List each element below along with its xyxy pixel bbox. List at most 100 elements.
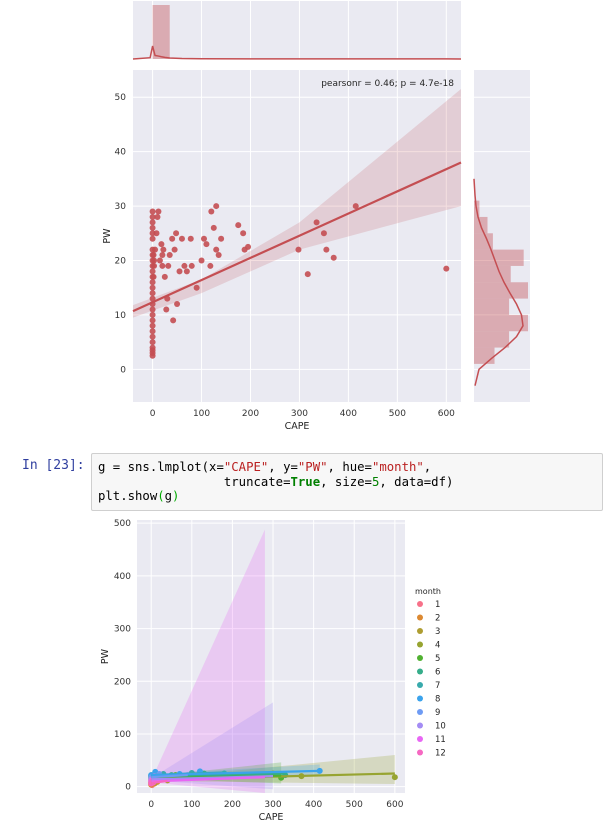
code-token: , data=df) xyxy=(379,474,454,489)
data-point xyxy=(150,273,157,280)
legend-label-month-9: 9 xyxy=(435,708,440,718)
legend-marker-month-11 xyxy=(417,736,423,742)
x-tick-label: 300 xyxy=(264,800,281,810)
data-point xyxy=(152,246,159,253)
lmplot-axes xyxy=(137,520,405,793)
data-point xyxy=(170,317,177,324)
data-point xyxy=(149,339,156,346)
code-cell[interactable]: g = sns.lmplot(x="CAPE", y="PW", hue="mo… xyxy=(91,453,603,511)
x-tick-label: 0 xyxy=(150,409,156,419)
code-editor[interactable]: g = sns.lmplot(x="CAPE", y="PW", hue="mo… xyxy=(98,460,453,504)
code-token: 5 xyxy=(371,474,380,489)
legend-label-month-10: 10 xyxy=(435,722,446,732)
data-point xyxy=(149,333,156,340)
legend-marker-month-4 xyxy=(417,641,423,648)
y-tick-label: 300 xyxy=(114,625,131,635)
data-point xyxy=(313,219,320,226)
y-tick-label: 0 xyxy=(120,365,126,375)
data-point xyxy=(155,208,162,215)
data-point xyxy=(443,265,450,272)
confidence-fan-month-10 xyxy=(151,702,274,790)
data-point xyxy=(181,262,188,269)
legend-marker-month-6 xyxy=(417,668,423,675)
regression-line xyxy=(132,161,462,313)
data-point xyxy=(149,284,156,291)
data-point xyxy=(160,246,167,253)
confidence-fan-month-11 xyxy=(151,529,265,793)
data-point xyxy=(240,230,247,237)
code-token: , hue= xyxy=(327,460,372,474)
right-marginal-hist-bar xyxy=(474,314,528,332)
y-tick-label: 500 xyxy=(114,519,131,529)
data-point xyxy=(235,222,242,229)
data-point xyxy=(159,262,166,269)
data-point xyxy=(149,317,156,324)
legend-label-month-8: 8 xyxy=(435,695,440,705)
regression-line-month-12 xyxy=(151,779,168,785)
code-token: ( xyxy=(157,489,165,503)
data-point xyxy=(149,279,156,286)
x-tick-label: 200 xyxy=(224,800,241,810)
code-token: True xyxy=(290,474,321,489)
data-point xyxy=(156,257,163,264)
x-tick-label: 500 xyxy=(389,409,406,419)
y-tick-label: 20 xyxy=(115,256,127,266)
legend-marker-month-12 xyxy=(417,749,423,756)
legend-marker-month-5 xyxy=(417,655,423,661)
regression-line-month-8 xyxy=(151,769,320,777)
x-tick-label: 300 xyxy=(291,409,308,419)
legend-marker-month-9 xyxy=(417,709,423,715)
data-point xyxy=(198,257,205,264)
data-point xyxy=(151,257,158,264)
y-tick-label: 30 xyxy=(115,202,127,212)
legend-marker-month-1 xyxy=(417,601,423,607)
right-marginal-kde xyxy=(473,178,524,386)
data-point xyxy=(176,268,183,275)
data-point xyxy=(153,230,160,237)
confidence-band xyxy=(133,89,461,318)
code-token: plt.show xyxy=(98,489,158,503)
code-token: , xyxy=(423,460,432,474)
data-point xyxy=(320,230,327,237)
data-point xyxy=(174,301,181,308)
right-marginal-hist-bar xyxy=(474,282,528,299)
legend-marker-month-7 xyxy=(417,682,423,688)
x-tick-label: 600 xyxy=(386,800,403,810)
legend-marker-month-10 xyxy=(417,722,423,729)
data-point xyxy=(149,344,156,351)
code-token: , size= xyxy=(320,474,372,489)
y-tick-label: 400 xyxy=(114,572,131,582)
legend-marker-month-2 xyxy=(417,614,423,621)
y-tick-label: 10 xyxy=(115,311,127,321)
code-token: "CAPE" xyxy=(223,460,269,474)
legend-label-month-6: 6 xyxy=(435,668,440,678)
x-tick-label: 100 xyxy=(193,409,210,419)
jointplot-figure: 0 100 200 300 400 500 600 0 10 20 30 40 50 pearsonr =… xyxy=(102,1,530,432)
data-point xyxy=(169,235,176,242)
data-point xyxy=(178,235,185,242)
data-point xyxy=(165,262,172,269)
data-point xyxy=(149,219,156,226)
data-point xyxy=(330,254,337,261)
data-point xyxy=(218,235,225,242)
x-tick-label: 0 xyxy=(148,800,154,810)
y-axis-label: PW xyxy=(102,228,113,244)
legend-label-month-12: 12 xyxy=(435,749,446,759)
y-axis-label: PW xyxy=(100,648,111,664)
data-point xyxy=(200,235,207,242)
data-point xyxy=(171,246,178,253)
data-point xyxy=(161,273,168,280)
data-point xyxy=(245,243,252,250)
data-point xyxy=(207,262,214,269)
cell-prompt: In [23]: xyxy=(22,458,85,473)
data-point xyxy=(187,235,194,242)
data-point xyxy=(149,295,156,302)
data-point xyxy=(154,213,161,220)
pearsonr-annotation: pearsonr = 0.46; p = 4.7e-18 xyxy=(321,79,454,89)
legend-label-month-4: 4 xyxy=(435,641,440,651)
data-point xyxy=(304,271,311,278)
right-marginal-hist-bar xyxy=(474,298,510,315)
y-tick-label: 100 xyxy=(114,730,131,740)
data-point xyxy=(295,246,302,253)
data-point xyxy=(323,246,330,253)
